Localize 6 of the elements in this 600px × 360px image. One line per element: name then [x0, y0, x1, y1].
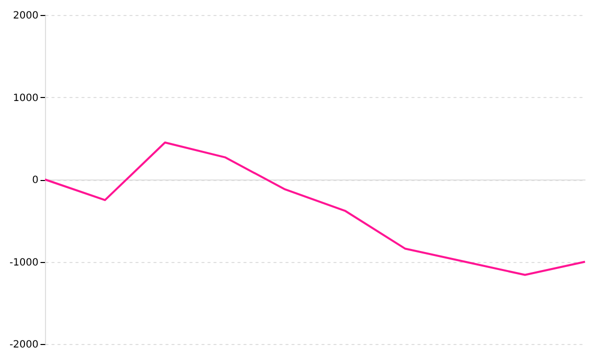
y-tick-label: -1000 [9, 257, 38, 268]
y-tick-label: 0 [32, 175, 38, 186]
y-tick-label: -2000 [9, 340, 38, 350]
y-tick-label: 1000 [13, 92, 38, 104]
y-tick-label: 2000 [13, 10, 38, 22]
line-series [44, 141, 586, 276]
